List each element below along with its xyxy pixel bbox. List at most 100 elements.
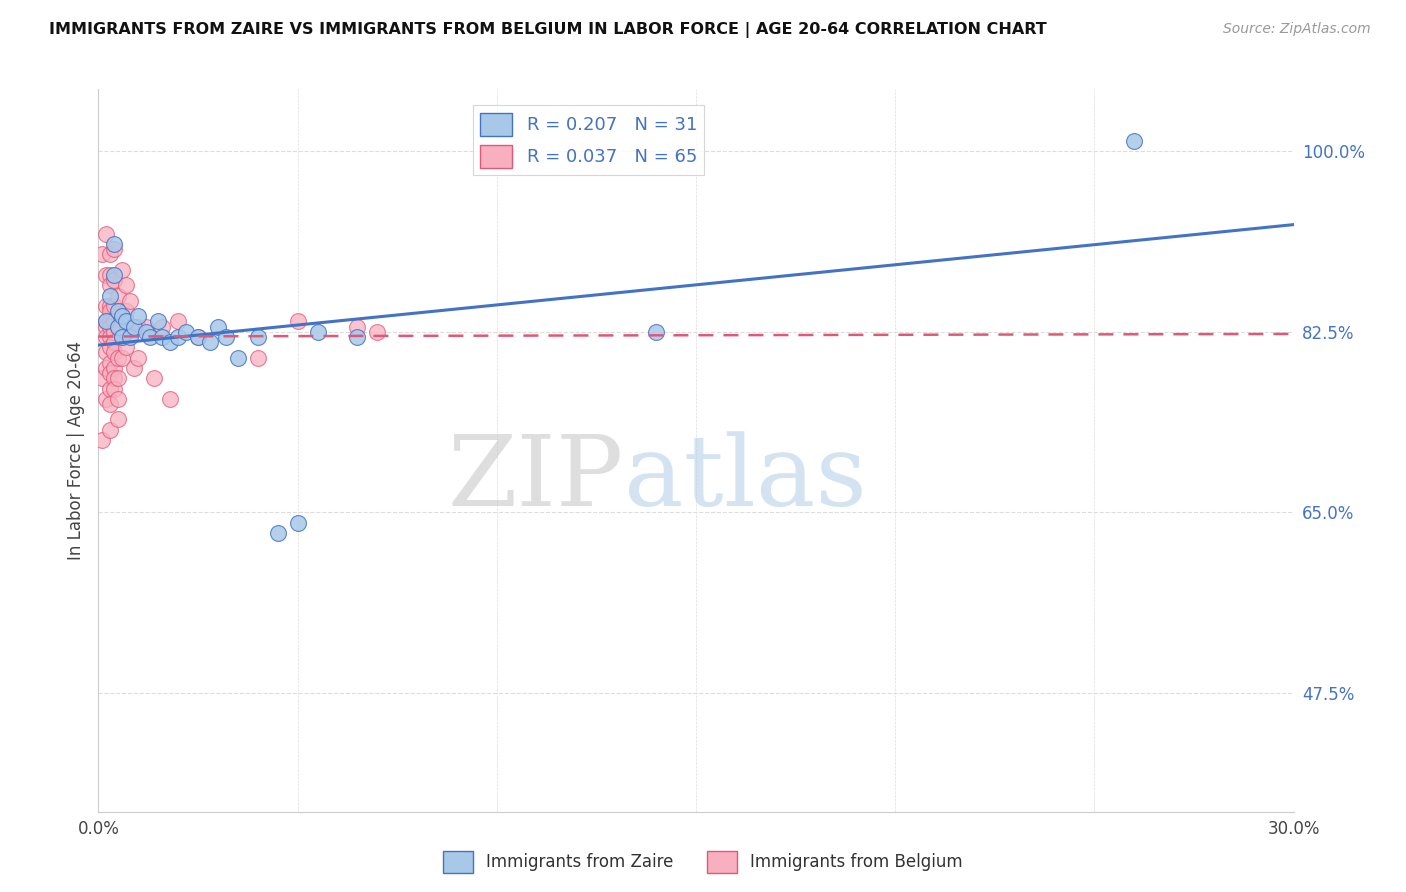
Point <box>103 345 125 359</box>
Point <box>346 319 368 334</box>
Point <box>124 319 146 334</box>
Point <box>207 319 229 334</box>
Point <box>120 330 142 344</box>
Point <box>107 412 129 426</box>
Point <box>187 330 209 344</box>
Point <box>115 325 138 339</box>
Point <box>307 325 329 339</box>
Point <box>103 360 125 375</box>
Point <box>135 319 157 334</box>
Point <box>96 314 118 328</box>
Point <box>98 423 122 437</box>
Point <box>98 299 122 313</box>
Point <box>366 325 388 339</box>
Point <box>111 330 134 344</box>
Point <box>96 330 118 344</box>
Point <box>103 268 125 282</box>
Point <box>96 360 118 375</box>
Point <box>103 371 125 385</box>
Point <box>98 304 122 318</box>
Point <box>215 330 238 344</box>
Point <box>127 310 149 324</box>
Point <box>127 351 149 365</box>
Point <box>91 247 114 261</box>
Point <box>115 304 138 318</box>
Point <box>124 360 146 375</box>
Point <box>143 371 166 385</box>
Point <box>115 278 138 293</box>
Point <box>98 247 122 261</box>
Point <box>96 314 118 328</box>
Point <box>96 345 118 359</box>
Point <box>150 330 173 344</box>
Point <box>120 319 142 334</box>
Point <box>167 314 190 328</box>
Point <box>107 319 129 334</box>
Point <box>98 340 122 354</box>
Point <box>91 371 114 385</box>
Point <box>139 330 162 344</box>
Point <box>187 330 209 344</box>
Point <box>107 392 129 406</box>
Point <box>111 310 134 324</box>
Legend: Immigrants from Zaire, Immigrants from Belgium: Immigrants from Zaire, Immigrants from B… <box>436 845 970 880</box>
Point <box>98 288 122 302</box>
Point <box>103 273 125 287</box>
Point <box>96 227 118 241</box>
Point <box>174 325 197 339</box>
Point <box>96 268 118 282</box>
Point <box>120 293 142 308</box>
Point <box>111 330 134 344</box>
Point <box>107 304 129 318</box>
Point <box>159 334 181 349</box>
Point <box>1123 134 1146 148</box>
Point <box>107 319 129 334</box>
Point <box>98 397 122 411</box>
Point <box>98 382 122 396</box>
Point <box>226 351 249 365</box>
Point <box>246 330 269 344</box>
Point <box>115 340 138 354</box>
Point <box>98 268 122 282</box>
Text: atlas: atlas <box>624 432 868 527</box>
Point <box>111 351 134 365</box>
Point <box>115 314 138 328</box>
Point <box>96 392 118 406</box>
Point <box>103 334 125 349</box>
Point <box>287 314 309 328</box>
Point <box>107 288 129 302</box>
Text: Source: ZipAtlas.com: Source: ZipAtlas.com <box>1223 22 1371 37</box>
Point <box>150 319 173 334</box>
Point <box>96 319 118 334</box>
Point <box>167 330 190 344</box>
Legend: R = 0.207   N = 31, R = 0.037   N = 65: R = 0.207 N = 31, R = 0.037 N = 65 <box>472 105 704 176</box>
Point <box>96 299 118 313</box>
Point <box>98 330 122 344</box>
Point <box>103 314 125 328</box>
Point <box>111 310 134 324</box>
Point <box>107 371 129 385</box>
Point <box>246 351 269 365</box>
Text: ZIP: ZIP <box>449 432 624 527</box>
Point <box>346 330 368 344</box>
Text: IMMIGRANTS FROM ZAIRE VS IMMIGRANTS FROM BELGIUM IN LABOR FORCE | AGE 20-64 CORR: IMMIGRANTS FROM ZAIRE VS IMMIGRANTS FROM… <box>49 22 1047 38</box>
Point <box>103 237 125 252</box>
Point <box>111 262 134 277</box>
Point <box>103 382 125 396</box>
Point <box>645 325 668 339</box>
Point <box>148 314 170 328</box>
Point <box>98 278 122 293</box>
Point <box>103 242 125 256</box>
Point <box>198 334 221 349</box>
Point <box>98 314 122 328</box>
Point <box>91 433 114 447</box>
Point <box>103 299 125 313</box>
Point <box>98 356 122 370</box>
Point <box>267 526 290 541</box>
Point <box>107 351 129 365</box>
Point <box>103 325 125 339</box>
Point <box>159 392 181 406</box>
Point <box>127 319 149 334</box>
Point <box>98 319 122 334</box>
Point <box>98 366 122 380</box>
